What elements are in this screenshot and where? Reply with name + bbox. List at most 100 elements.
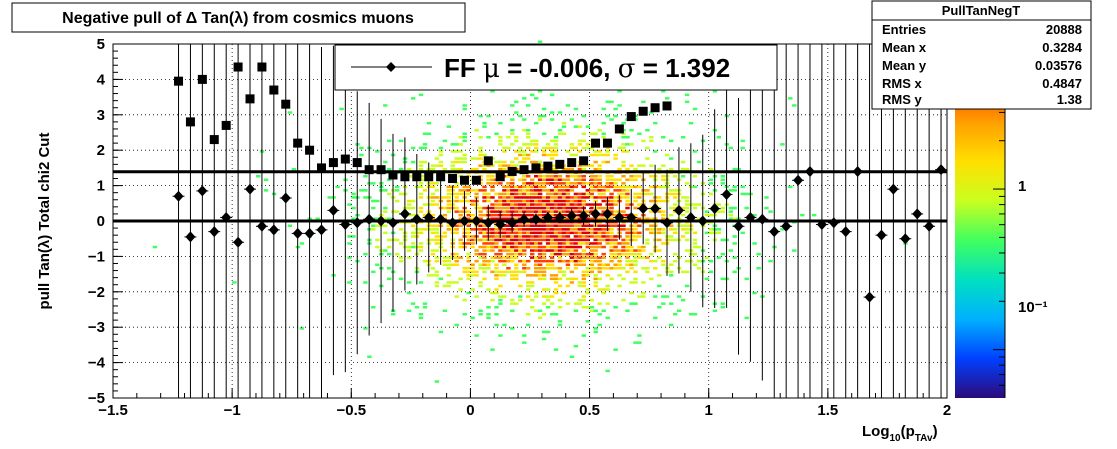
heat-cell	[541, 132, 547, 135]
heat-cell	[557, 206, 563, 210]
heat-cell	[680, 196, 686, 199]
heat-cell	[657, 185, 662, 189]
heat-cell	[621, 185, 626, 189]
heat-cell	[621, 136, 626, 139]
heat-cell	[514, 150, 519, 153]
heat-cell	[478, 189, 483, 192]
heat-cell	[597, 182, 602, 185]
heat-cell	[601, 160, 606, 164]
diamond-point	[245, 183, 256, 195]
heat-cell	[581, 167, 586, 171]
heat-cell	[510, 210, 515, 213]
heat-cell	[474, 295, 479, 298]
heat-cell	[347, 281, 352, 284]
heat-cell	[537, 263, 543, 266]
heat-cell	[581, 270, 586, 274]
heat-cell	[534, 235, 539, 238]
heat-cell	[387, 252, 392, 256]
heat-cell	[522, 263, 527, 266]
heat-cell	[387, 238, 392, 242]
square-point	[638, 106, 648, 116]
heat-cell	[466, 259, 471, 263]
heat-cell	[605, 267, 610, 270]
heat-cell	[609, 206, 614, 210]
heat-cell	[474, 274, 479, 277]
heat-cell	[637, 235, 642, 238]
heat-cell	[613, 267, 618, 270]
heat-cell	[526, 281, 531, 284]
heat-cell	[633, 213, 638, 217]
heat-cell	[526, 132, 531, 135]
title-box	[11, 2, 466, 33]
heat-cell	[430, 231, 436, 235]
heat-cell	[633, 217, 638, 220]
heat-cell	[601, 252, 606, 256]
heat-cell	[617, 189, 622, 192]
heat-cell	[522, 228, 527, 231]
heat-cell	[422, 259, 428, 263]
heat-cell	[565, 259, 571, 263]
heat-cell	[494, 323, 499, 327]
heat-cell	[541, 153, 547, 157]
heat-cell	[609, 100, 614, 104]
heat-cell	[434, 274, 440, 277]
heat-cell	[617, 90, 622, 93]
heat-cell	[518, 249, 523, 252]
heat-cell	[669, 235, 674, 238]
heat-cell	[593, 153, 598, 157]
heat-cell	[633, 199, 638, 203]
heat-cell	[581, 185, 586, 189]
heat-cell	[486, 245, 491, 249]
stats-value-meanx: 0.3284	[1042, 40, 1083, 55]
heat-cell	[613, 114, 618, 118]
heat-cell	[676, 295, 682, 298]
heat-cell	[553, 153, 559, 157]
heat-cell	[514, 263, 519, 266]
heat-cell	[680, 298, 686, 302]
heat-cell	[557, 252, 563, 256]
heat-cell	[526, 199, 531, 203]
heat-cell	[534, 274, 539, 277]
heat-cell	[482, 249, 487, 252]
heat-cell	[601, 107, 606, 111]
heat-cell	[410, 231, 416, 235]
heat-cell	[478, 217, 483, 220]
heat-cell	[557, 242, 563, 245]
heat-cell	[625, 196, 630, 199]
heat-cell	[470, 235, 475, 238]
heat-cell	[466, 217, 471, 220]
heat-cell	[621, 242, 626, 245]
heat-cell	[613, 348, 618, 351]
heat-cell	[553, 228, 559, 231]
heat-cell	[661, 90, 666, 93]
heat-cell	[593, 267, 598, 270]
x-tick-label: 2	[943, 402, 951, 419]
heat-cell	[609, 277, 614, 281]
heat-cell	[442, 259, 447, 263]
heat-cell	[450, 160, 455, 164]
heat-cell	[482, 164, 487, 167]
heat-cell	[617, 259, 622, 263]
heat-cell	[605, 242, 610, 245]
heat-cell	[506, 267, 511, 270]
heat-cell	[534, 175, 539, 178]
heat-cell	[637, 224, 642, 227]
heat-cell	[462, 136, 467, 139]
heat-cell	[470, 157, 475, 160]
heat-cell	[573, 178, 579, 181]
heat-cell	[557, 306, 563, 309]
heat-cell	[764, 206, 769, 210]
y-tick-label: −4	[88, 355, 106, 372]
heat-cell	[764, 196, 769, 199]
heat-cell	[506, 252, 511, 256]
heat-cell	[581, 306, 586, 309]
heat-cell	[649, 192, 654, 196]
heat-cell	[442, 206, 447, 210]
heat-cell	[553, 267, 559, 270]
heat-cell	[474, 167, 479, 171]
heat-cell	[545, 330, 551, 334]
heat-cell	[561, 224, 567, 227]
heat-cell	[537, 242, 543, 245]
heat-cell	[462, 313, 467, 316]
heat-cell	[645, 228, 650, 231]
